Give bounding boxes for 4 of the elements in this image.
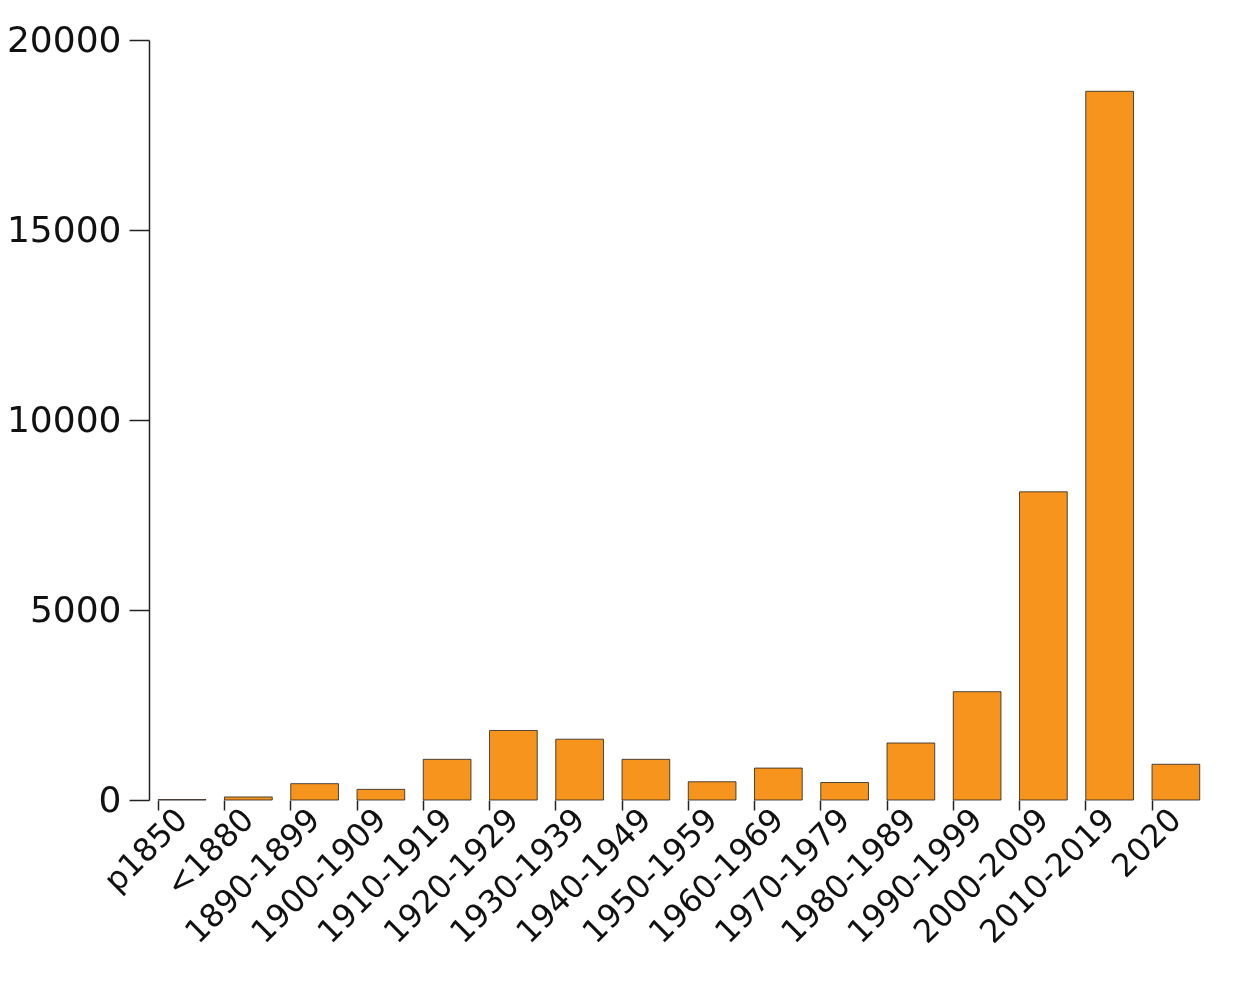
y-tick-label: 20000 [6, 18, 122, 60]
y-tick-label: 15000 [6, 208, 122, 250]
y-tick-label: 10000 [6, 398, 122, 440]
y-tick-label: 5000 [29, 588, 122, 630]
